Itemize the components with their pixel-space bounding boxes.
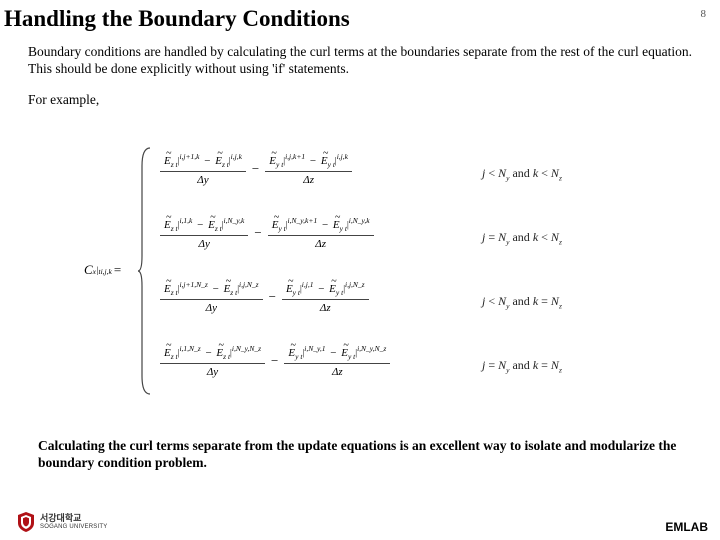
university-name: 서강대학교 SOGANG UNIVERSITY [40,514,107,530]
equals-sign: = [114,262,121,278]
case-row: Ez t|i,1,k − Ez t|i,N_y,k Δy − Ey t|i,N_… [160,216,460,266]
lab-label: EMLAB [665,520,708,534]
fraction: Ey t|i,N_y,1 − Ey t|i,N_y,N_z Δz [284,344,390,378]
fraction: Ey t|i,j,k+1 − Ey t|i,j,k Δz [265,152,352,186]
fraction: Ez t|i,1,k − Ez t|i,N_y,k Δy [160,216,248,250]
case-condition: j < Ny and k = Nz [482,294,562,310]
case-row: Ez t|i,j+1,N_z − Ez t|i,j,N_z Δy − Ey t|… [160,280,460,330]
lhs-symbol: C [84,262,93,278]
fraction: Ez t|i,1,N_z − Ez t|i,N_y,N_z Δy [160,344,265,378]
university-logo: 서강대학교 SOGANG UNIVERSITY [18,512,107,532]
case-condition: j = Ny and k < Nz [482,230,562,246]
case-row: Ez t|i,1,N_z − Ez t|i,N_y,N_z Δy − Ey t|… [160,344,460,394]
intro-paragraph: Boundary conditions are handled by calcu… [0,32,720,78]
brace-icon [138,146,154,396]
fraction: Ey t|i,j,1 − Ey t|i,j,N_z Δz [282,280,369,314]
case-condition: j < Ny and k < Nz [482,166,562,182]
closing-paragraph: Calculating the curl terms separate from… [38,438,686,472]
case-condition: j = Ny and k = Nz [482,358,562,374]
lhs-sup: i,j,k [101,267,112,276]
page-title: Handling the Boundary Conditions [0,0,720,32]
case-row: Ez t|i,j+1,k − Ez t|i,j,k Δy − Ey t|i,j,… [160,152,460,202]
shield-icon [18,512,34,532]
equation-lhs: Cx|ti,j,k = [84,262,125,278]
equation-block: Cx|ti,j,k = Ez t|i,j+1,k − Ez t|i,j,k Δy… [84,146,644,402]
example-lead: For example, [0,78,720,108]
fraction: Ey t|i,N_y,k+1 − Ey t|i,N_y,k Δz [268,216,374,250]
fraction: Ez t|i,j+1,N_z − Ez t|i,j,N_z Δy [160,280,263,314]
page-number: 8 [701,8,707,20]
fraction: Ez t|i,j+1,k − Ez t|i,j,k Δy [160,152,246,186]
